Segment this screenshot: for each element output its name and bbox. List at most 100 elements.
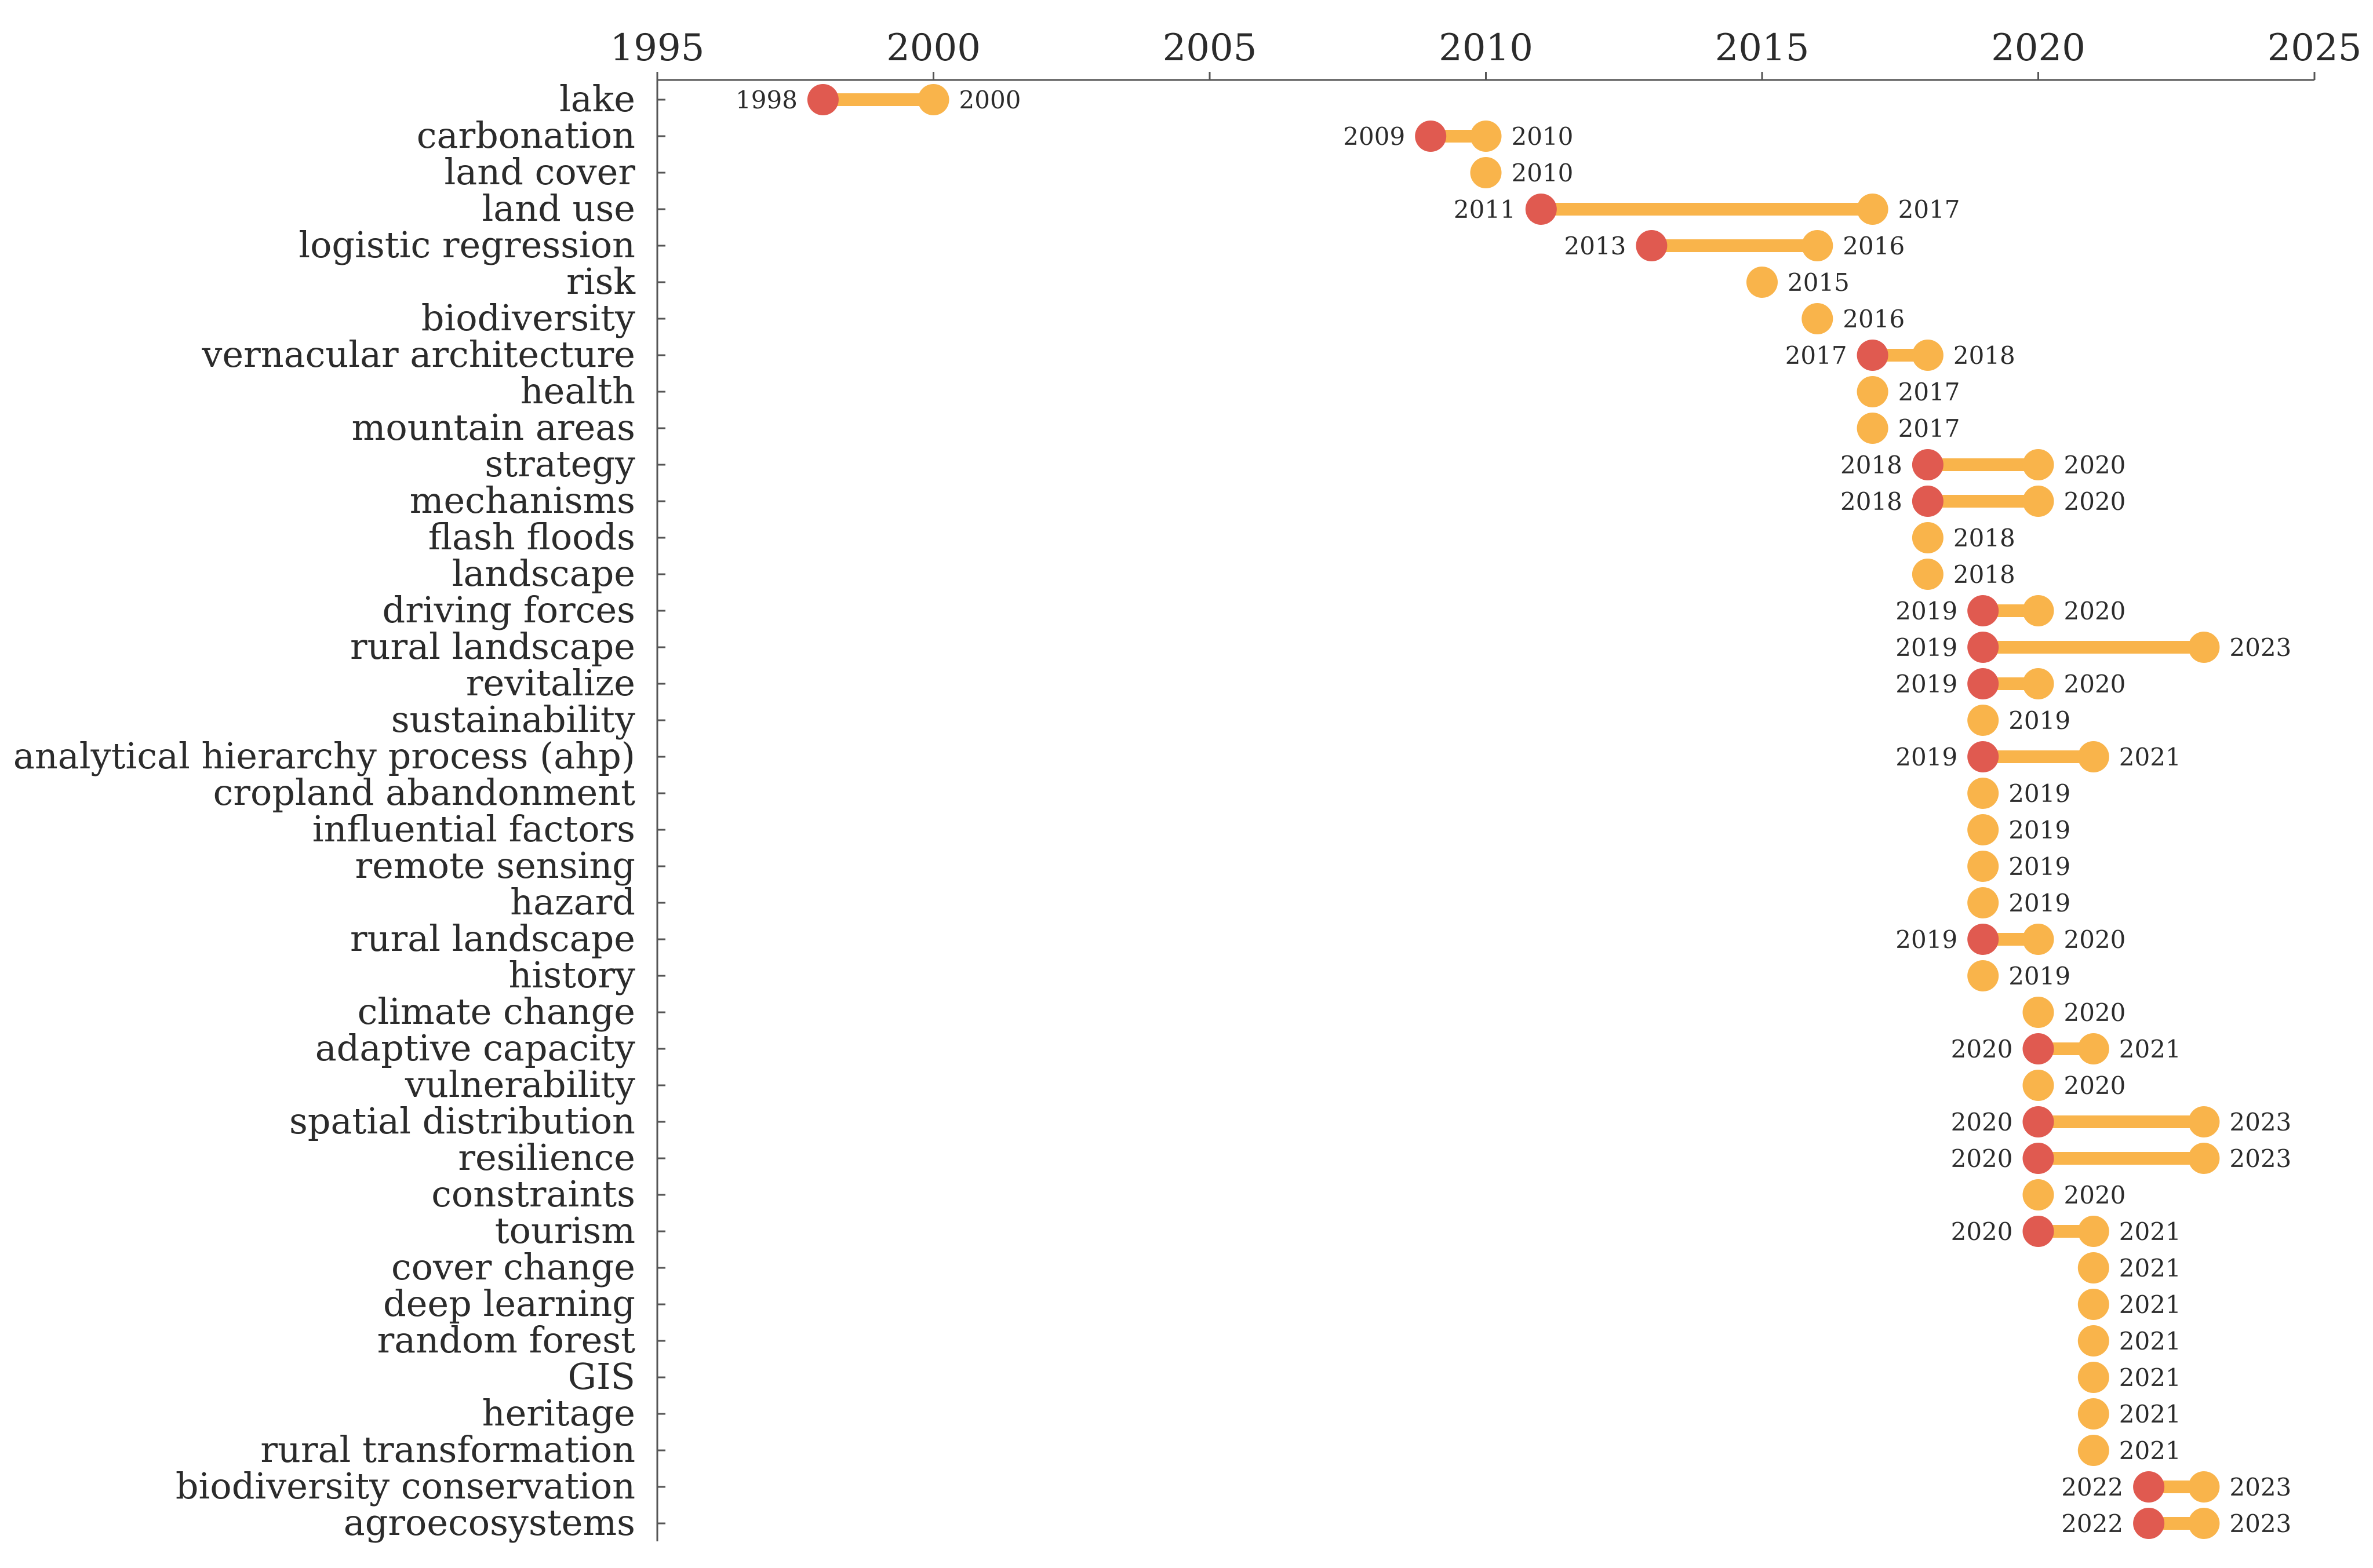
x-tick-label: 2025 bbox=[2268, 27, 2362, 70]
start-dot bbox=[1525, 194, 1557, 225]
end-dot bbox=[2022, 668, 2054, 699]
keyword-label: climate change bbox=[358, 990, 635, 1033]
keyword-label: cover change bbox=[391, 1246, 635, 1288]
keyword-label: resilience bbox=[458, 1136, 635, 1179]
end-dot bbox=[1801, 230, 1833, 261]
keyword-label: vernacular architecture bbox=[201, 333, 635, 375]
labels-layer: lake 1998 2000 carbonation 2009 2010 land cove… bbox=[13, 78, 2291, 1544]
start-year-label: 2017 bbox=[1785, 341, 1847, 370]
start-dot bbox=[2133, 1471, 2165, 1503]
start-dot bbox=[1967, 595, 1999, 626]
start-dot bbox=[807, 84, 839, 115]
end-dot bbox=[2077, 1325, 2109, 1356]
end-dot bbox=[2077, 1398, 2109, 1430]
end-dot bbox=[918, 84, 949, 115]
keyword-label: rural landscape bbox=[350, 917, 635, 960]
end-year-label: 2020 bbox=[2064, 925, 2126, 954]
end-dot bbox=[1967, 814, 1999, 845]
keyword-label: landscape bbox=[452, 552, 635, 595]
end-year-label: 2019 bbox=[2008, 816, 2070, 844]
end-year-label: 2023 bbox=[2229, 1108, 2291, 1136]
keyword-label: land cover bbox=[444, 151, 635, 193]
keyword-label: rural transformation bbox=[260, 1428, 635, 1471]
end-dot bbox=[1967, 887, 1999, 918]
start-year-label: 2022 bbox=[2061, 1509, 2123, 1538]
end-year-label: 2018 bbox=[1953, 560, 2015, 589]
start-year-label: 2019 bbox=[1895, 633, 1957, 662]
start-year-label: 2020 bbox=[1951, 1144, 2013, 1173]
end-dot bbox=[1857, 194, 1888, 225]
start-year-label: 2019 bbox=[1895, 925, 1957, 954]
keyword-label: biodiversity bbox=[421, 297, 635, 339]
start-year-label: 2011 bbox=[1454, 195, 1516, 224]
end-dot bbox=[1912, 559, 1943, 590]
x-tick-label: 2010 bbox=[1439, 27, 1533, 70]
end-dot bbox=[2022, 1070, 2054, 1101]
end-dot bbox=[1967, 705, 1999, 736]
end-year-label: 2021 bbox=[2119, 1035, 2181, 1063]
x-tick-label: 2005 bbox=[1163, 27, 1257, 70]
keyword-label: vulnerability bbox=[405, 1063, 635, 1106]
end-dot bbox=[2022, 1179, 2054, 1210]
end-year-label: 2019 bbox=[2008, 962, 2070, 990]
start-year-label: 2019 bbox=[1895, 670, 1957, 698]
keyword-label: mountain areas bbox=[352, 406, 635, 448]
end-dot bbox=[1912, 340, 1943, 371]
keyword-label: spatial distribution bbox=[289, 1100, 635, 1142]
end-year-label: 2020 bbox=[2064, 451, 2126, 479]
end-year-label: 2019 bbox=[2008, 852, 2070, 881]
end-year-label: 2020 bbox=[2064, 597, 2126, 625]
end-dot bbox=[2077, 1435, 2109, 1466]
keyword-label: lake bbox=[559, 78, 635, 120]
end-year-label: 2019 bbox=[2008, 779, 2070, 808]
keyword-label: driving forces bbox=[383, 589, 635, 631]
end-year-label: 2017 bbox=[1898, 414, 1960, 443]
end-year-label: 2020 bbox=[2064, 1181, 2126, 1209]
end-year-label: 2019 bbox=[2008, 706, 2070, 735]
start-dot bbox=[2133, 1508, 2165, 1539]
start-year-label: 2019 bbox=[1895, 743, 1957, 771]
end-year-label: 2015 bbox=[1788, 268, 1850, 297]
dots-layer bbox=[807, 84, 2220, 1539]
end-year-label: 2016 bbox=[1843, 305, 1905, 333]
end-year-label: 2023 bbox=[2229, 633, 2291, 662]
end-dot bbox=[1912, 522, 1943, 553]
end-year-label: 2017 bbox=[1898, 378, 1960, 406]
keyword-label: adaptive capacity bbox=[315, 1027, 635, 1069]
keyword-label: analytical hierarchy process (ahp) bbox=[13, 735, 635, 777]
end-dot bbox=[1470, 121, 1502, 152]
end-dot bbox=[2022, 997, 2054, 1028]
end-year-label: 2021 bbox=[2119, 1363, 2181, 1392]
keyword-label: biodiversity conservation bbox=[176, 1465, 635, 1507]
keyword-label: strategy bbox=[485, 443, 635, 485]
end-year-label: 2021 bbox=[2119, 1254, 2181, 1282]
start-year-label: 2022 bbox=[2061, 1473, 2123, 1501]
end-dot bbox=[1967, 778, 1999, 809]
start-dot bbox=[1967, 741, 1999, 772]
keyword-label: risk bbox=[566, 260, 635, 302]
start-year-label: 2009 bbox=[1343, 122, 1405, 151]
end-dot bbox=[2022, 449, 2054, 480]
end-year-label: 2010 bbox=[1512, 122, 1574, 151]
start-dot bbox=[1967, 668, 1999, 699]
keyword-label: history bbox=[509, 954, 635, 996]
start-dot bbox=[1967, 632, 1999, 663]
end-year-label: 2016 bbox=[1843, 232, 1905, 260]
end-dot bbox=[2077, 1033, 2109, 1064]
keyword-label: revitalize bbox=[466, 662, 635, 704]
keyword-label: GIS bbox=[568, 1355, 636, 1398]
keyword-label: land use bbox=[482, 187, 635, 229]
end-year-label: 2021 bbox=[2119, 1400, 2181, 1428]
start-year-label: 2020 bbox=[1951, 1108, 2013, 1136]
start-dot bbox=[1636, 230, 1668, 261]
keyword-label: health bbox=[521, 370, 635, 412]
keyword-label: cropland abandonment bbox=[213, 771, 635, 814]
keyword-label: tourism bbox=[495, 1209, 635, 1252]
bars-layer bbox=[816, 93, 2211, 1530]
keyword-label: random forest bbox=[377, 1319, 635, 1361]
start-dot bbox=[2022, 1033, 2054, 1064]
end-dot bbox=[2188, 1471, 2220, 1503]
end-dot bbox=[2077, 1252, 2109, 1283]
